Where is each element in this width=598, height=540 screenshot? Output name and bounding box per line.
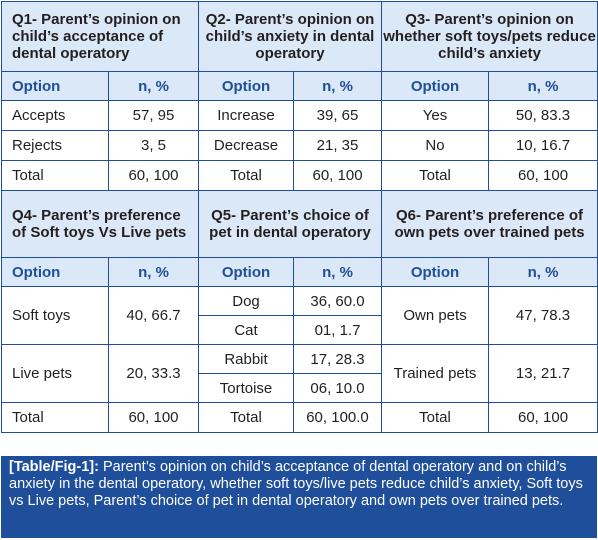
q4-title: Q4- Parent’s preference of Soft toys Vs … <box>1 190 199 258</box>
table-row: Live pets 20, 33.3 Rabbit 17, 28.3 Train… <box>1 344 598 403</box>
q2-option-header: Option <box>198 71 294 101</box>
title-row-2: Q4- Parent’s preference of Soft toys Vs … <box>1 190 598 258</box>
q1-option: Rejects <box>1 130 109 161</box>
title-row-1: Q1- Parent’s opinion on child’s acceptan… <box>1 1 598 72</box>
q1-option-header: Option <box>1 71 109 101</box>
table-row: Cat 01, 1.7 <box>2 315 598 345</box>
table-row: Accepts 57, 95 Increase 39, 65 Yes 50, 8… <box>1 100 598 131</box>
q3-option: Yes <box>381 100 490 131</box>
header-row-2: Option n, % Option n, % Option n, % <box>1 257 598 287</box>
q4-value: 20, 33.3 <box>108 344 199 403</box>
q5-option: Tortoise <box>198 373 294 403</box>
q6-n-header: n, % <box>488 257 598 287</box>
q2-value: 39, 65 <box>292 100 383 131</box>
q1-total-label: Total <box>1 160 109 191</box>
q5-value: 01, 1.7 <box>292 315 383 345</box>
q6-option-header: Option <box>381 257 490 287</box>
table-row: Rejects 3, 5 Decrease 21, 35 No 10, 16.7 <box>1 130 598 161</box>
q4-n-header: n, % <box>108 257 199 287</box>
caption-label: [Table/Fig-1]: <box>9 459 99 475</box>
q2-title: Q2- Parent’s opinion on child’s anxiety … <box>197 1 383 72</box>
table-row: Tortoise 06, 10.0 <box>2 373 598 403</box>
q6-option: Trained pets <box>381 344 490 403</box>
q6-value: 13, 21.7 <box>488 344 598 403</box>
header-row-1: Option n, % Option n, % Option n, % <box>1 71 598 101</box>
q4-option-header: Option <box>1 257 109 287</box>
q3-title: Q3- Parent’s opinion on whether soft toy… <box>381 1 598 72</box>
q1-n-header: n, % <box>108 71 199 101</box>
q4-total-value: 60, 100 <box>108 402 199 433</box>
q4-total-label: Total <box>1 402 109 433</box>
q5-option-header: Option <box>198 257 294 287</box>
q2-total-value: 60, 100 <box>292 160 383 191</box>
q4-option: Live pets <box>1 344 109 403</box>
q3-option-header: Option <box>381 71 490 101</box>
q3-value: 10, 16.7 <box>488 130 598 161</box>
table-row: Soft toys 40, 66.7 Dog 36, 60.0 Own pets… <box>1 286 598 345</box>
q6-total-value: 60, 100 <box>488 402 598 433</box>
q6-option: Own pets <box>381 286 490 345</box>
q1-total-value: 60, 100 <box>108 160 199 191</box>
q5-title: Q5- Parent’s choice of pet in dental ope… <box>197 190 383 258</box>
q2-option: Decrease <box>198 130 294 161</box>
q1-value: 57, 95 <box>108 100 199 131</box>
q5-option: Cat <box>198 315 294 345</box>
q1-value: 3, 5 <box>108 130 199 161</box>
q5-total-value: 60, 100.0 <box>292 402 383 433</box>
q2-total-label: Total <box>198 160 294 191</box>
q3-option: No <box>381 130 490 161</box>
q3-value: 50, 83.3 <box>488 100 598 131</box>
table-row: Total 60, 100 Total 60, 100.0 Total 60, … <box>1 402 598 433</box>
q5-value: 17, 28.3 <box>292 344 383 374</box>
q2-option: Increase <box>198 100 294 131</box>
survey-table: Q1- Parent’s opinion on child’s acceptan… <box>1 1 598 433</box>
q5-n-header: n, % <box>292 257 383 287</box>
q2-value: 21, 35 <box>292 130 383 161</box>
q4-value: 40, 66.7 <box>108 286 199 345</box>
q3-n-header: n, % <box>488 71 598 101</box>
q3-total-label: Total <box>381 160 490 191</box>
q6-title: Q6- Parent’s preference of own pets over… <box>381 190 598 258</box>
q5-option: Rabbit <box>198 344 294 374</box>
q3-total-value: 60, 100 <box>488 160 598 191</box>
q6-total-label: Total <box>381 402 490 433</box>
q2-n-header: n, % <box>292 71 383 101</box>
q1-option: Accepts <box>1 100 109 131</box>
table-row: Total 60, 100 Total 60, 100 Total 60, 10… <box>1 160 598 191</box>
q5-option: Dog <box>198 286 294 316</box>
q5-value: 06, 10.0 <box>292 373 383 403</box>
figure-caption: [Table/Fig-1]: Parent’s opinion on child… <box>1 456 597 538</box>
caption-text: Parent’s opinion on child’s acceptance o… <box>9 459 583 509</box>
q5-value: 36, 60.0 <box>292 286 383 316</box>
q4-option: Soft toys <box>1 286 109 345</box>
q5-total-label: Total <box>198 402 294 433</box>
q6-value: 47, 78.3 <box>488 286 598 345</box>
q1-title: Q1- Parent’s opinion on child’s acceptan… <box>1 1 199 72</box>
